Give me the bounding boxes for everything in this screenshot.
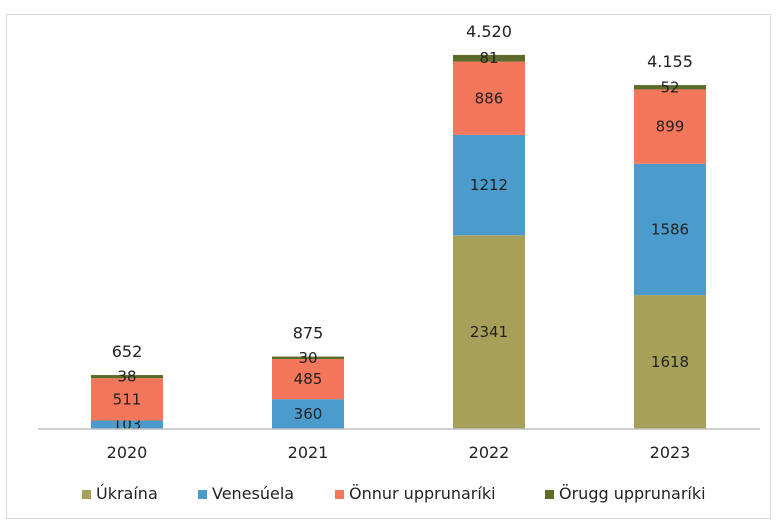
bar-segment <box>453 61 525 135</box>
x-tick-label: 2020 <box>107 443 148 462</box>
segment-value-label: 2341 <box>470 323 508 341</box>
segment-value-label: 52 <box>660 78 679 96</box>
x-tick-label: 2023 <box>650 443 691 462</box>
chart-frame <box>6 14 771 519</box>
total-value-label: 4.155 <box>647 52 693 71</box>
segment-value-label: 81 <box>479 49 498 67</box>
segment-value-label: 1618 <box>651 353 689 371</box>
legend-label: Úkraína <box>96 484 158 503</box>
legend-swatch <box>198 490 207 499</box>
bar-segment <box>91 420 163 429</box>
segment-value-label: 360 <box>294 405 323 423</box>
segment-value-label: 1586 <box>651 220 689 238</box>
total-value-label: 875 <box>293 324 324 343</box>
segment-value-label: 899 <box>656 118 685 136</box>
segment-value-label: 30 <box>298 349 317 367</box>
total-value-label: 652 <box>112 342 143 361</box>
legend-label: Önnur upprunaríki <box>349 484 496 503</box>
segment-value-label: 1212 <box>470 176 508 194</box>
bar-segment <box>91 378 163 421</box>
x-tick-label: 2021 <box>288 443 329 462</box>
segment-value-label: 886 <box>475 89 504 107</box>
bar-segment <box>91 375 163 379</box>
legend-label: Venesúela <box>212 484 294 503</box>
segment-value-label: 38 <box>117 368 136 386</box>
bar-segment <box>634 85 706 90</box>
bar-segment <box>634 89 706 164</box>
bar-segment <box>272 359 344 400</box>
segment-value-label: 511 <box>113 390 142 408</box>
bar-segment <box>272 356 344 360</box>
legend-swatch <box>82 490 91 499</box>
bar-segment <box>634 295 706 429</box>
bar-segment <box>634 163 706 296</box>
x-tick-labels: 2020 2021 2022 2023 <box>107 443 691 462</box>
bar-segment <box>453 54 525 62</box>
segment-value-label: 485 <box>294 370 323 388</box>
legend: Úkraína Venesúela Önnur upprunaríki Örugg u… <box>82 484 706 503</box>
x-tick-label: 2022 <box>469 443 510 462</box>
legend-label: Örugg upprunaríki <box>559 484 706 503</box>
total-value-label: 4.520 <box>466 22 512 41</box>
bar-segment <box>453 134 525 236</box>
legend-swatch <box>335 490 344 499</box>
legend-swatch <box>545 490 554 499</box>
bar-segment <box>453 235 525 429</box>
bar-segment <box>272 399 344 429</box>
